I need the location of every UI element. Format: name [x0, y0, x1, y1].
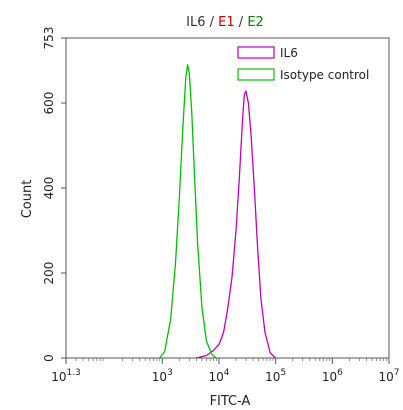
chart-title: IL6 / E1 / E2 [186, 15, 264, 30]
y-tick-label: 400 [42, 177, 56, 200]
x-tick-label: 106 [322, 368, 343, 384]
x-tick-label: 103 [152, 368, 173, 384]
x-tick-label: 101.3 [51, 368, 81, 384]
legend-swatch [237, 46, 275, 59]
series-line-il6 [196, 90, 277, 359]
y-tick-label: 200 [42, 262, 56, 285]
y-tick-label: 753 [42, 27, 56, 50]
y-tick-label: 0 [42, 354, 56, 362]
series-layer [159, 64, 277, 359]
title-part: E1 [218, 15, 235, 30]
x-axis-label: FITC-A [210, 394, 251, 409]
title-part: E2 [247, 15, 264, 30]
plot-area [65, 37, 390, 359]
legend-label: IL6 [280, 46, 298, 60]
x-tick-label: 104 [208, 368, 229, 384]
x-tick-label: 105 [265, 368, 286, 384]
title-part: IL6 [186, 15, 205, 30]
legend-swatch [237, 68, 275, 81]
legend-label: Isotype control [280, 68, 369, 82]
y-axis: 0 200 400 600 753 [42, 27, 66, 362]
series-line-isotype-control [159, 64, 217, 359]
x-tick-label: 107 [378, 368, 399, 384]
title-part: / [235, 15, 248, 30]
legend: IL6 Isotype control [237, 46, 369, 82]
y-axis-label: Count [20, 180, 35, 219]
title-part: / [206, 15, 219, 30]
y-tick-label: 600 [42, 92, 56, 115]
x-axis: 101.3 103 104 105 106 107 [51, 358, 400, 384]
